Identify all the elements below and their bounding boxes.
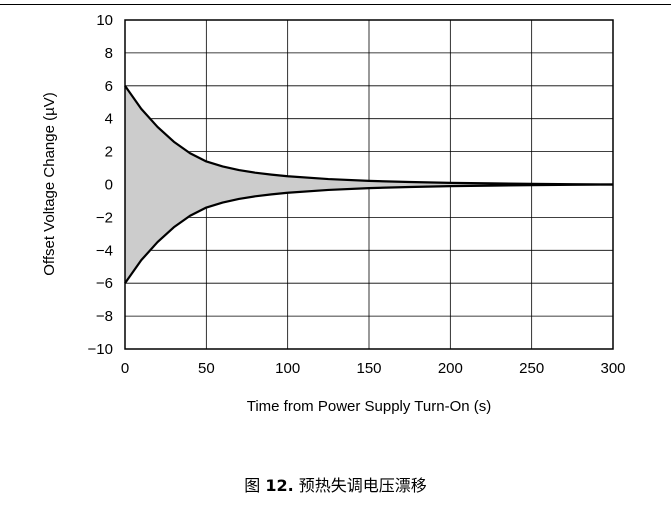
y-tick-label: −10: [88, 341, 113, 358]
y-tick-label: 2: [105, 144, 113, 161]
y-tick-label: 10: [96, 12, 113, 29]
x-tick-label: 0: [121, 360, 129, 377]
plot-frame: [124, 19, 614, 350]
y-tick-label: −4: [96, 242, 113, 259]
caption-prefix: 图: [244, 476, 266, 495]
y-axis-label: Offset Voltage Change (µV): [41, 92, 58, 275]
y-tick-label: 6: [105, 78, 113, 95]
tick-labels: 0 50 100 150 200 250 300 10 8 6 4 2 0 −2 −4 −6 −8 −10: [88, 12, 626, 377]
lower-bound-line: [124, 183, 614, 284]
y-tick-label: −2: [96, 209, 113, 226]
envelope-area: [125, 85, 613, 284]
caption-number: 12.: [265, 476, 294, 495]
y-tick-label: 8: [105, 45, 113, 62]
x-axis-label: Time from Power Supply Turn-On (s): [247, 398, 492, 415]
caption-text: 预热失调电压漂移: [293, 476, 427, 495]
y-tick-label: −6: [96, 275, 113, 292]
upper-bound-line: [124, 85, 614, 186]
x-tick-label: 100: [275, 360, 300, 377]
y-tick-label: 0: [105, 177, 113, 194]
top-rule: [0, 4, 671, 5]
x-tick-label: 50: [198, 360, 215, 377]
offset-drift-chart: 0 50 100 150 200 250 300 10 8 6 4 2 0 −2 −4 −6 −8 −10 Tim…: [41, 12, 626, 415]
x-tick-label: 300: [600, 360, 625, 377]
fill-area: [125, 85, 613, 284]
x-tick-label: 200: [438, 360, 463, 377]
x-tick-label: 150: [356, 360, 381, 377]
figure-caption: 图 12. 预热失调电压漂移: [0, 472, 671, 496]
y-tick-label: −8: [96, 308, 113, 325]
series-lines: [124, 85, 614, 284]
y-tick-label: 4: [105, 111, 113, 128]
x-tick-label: 250: [519, 360, 544, 377]
